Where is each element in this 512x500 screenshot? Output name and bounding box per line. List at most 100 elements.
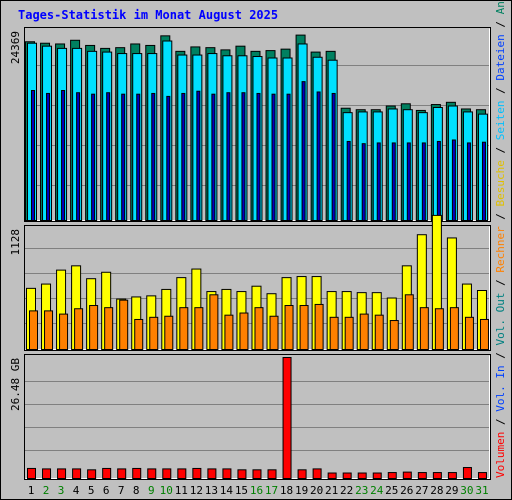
bar-volumen-day-26 [402, 471, 412, 480]
side-legend-part: Rechner [494, 226, 507, 273]
side-legend-part: Anfragen [494, 0, 507, 14]
bar-volumen-day-18 [282, 357, 292, 479]
side-legend-part: Vol. Out [494, 293, 507, 346]
bar-rechner-day-7 [119, 299, 129, 351]
bar-rechner-day-28 [434, 308, 444, 350]
day-label: 12 [190, 484, 203, 497]
bar-volumen-day-24 [372, 472, 382, 479]
bar-volumen-day-13 [207, 468, 217, 480]
chart-title: Tages-Statistik im Monat August 2025 [18, 8, 278, 22]
bar-volumen-day-4 [72, 468, 82, 480]
day-label: 27 [415, 484, 428, 497]
day-label: 25 [385, 484, 398, 497]
bar-seiten-day-13 [211, 93, 216, 221]
bar-volumen-day-5 [87, 469, 97, 479]
bar-seiten-day-29 [451, 139, 456, 221]
bar-seiten-day-2 [46, 92, 51, 221]
day-label: 10 [160, 484, 173, 497]
bar-volumen-day-29 [447, 472, 457, 479]
day-label: 16 [250, 484, 263, 497]
day-label: 6 [103, 484, 110, 497]
bar-volumen-day-30 [462, 467, 472, 480]
bar-seiten-day-17 [271, 93, 276, 221]
chart-panel-2: 1128 [9, 214, 491, 351]
day-label: 1 [28, 484, 35, 497]
bar-seiten-day-6 [106, 92, 111, 221]
bar-rechner-day-14 [224, 314, 234, 351]
bar-rechner-day-24 [374, 314, 384, 351]
day-label: 26 [400, 484, 413, 497]
bar-seiten-day-3 [61, 89, 66, 222]
day-label: 19 [295, 484, 308, 497]
bar-volumen-day-3 [57, 468, 67, 480]
bar-rechner-day-4 [74, 308, 84, 350]
bar-seiten-day-18 [286, 93, 291, 221]
bar-rechner-day-29 [449, 307, 459, 350]
bar-rechner-day-22 [344, 316, 354, 351]
bar-volumen-day-20 [312, 468, 322, 480]
bar-rechner-day-12 [194, 307, 204, 350]
bar-volumen-day-14 [222, 468, 232, 480]
bar-seiten-day-25 [391, 142, 396, 221]
bar-rechner-day-26 [404, 294, 414, 350]
bar-rechner-day-23 [359, 313, 369, 351]
day-label: 30 [460, 484, 473, 497]
day-label: 23 [355, 484, 368, 497]
bar-seiten-day-14 [226, 92, 231, 221]
day-label: 7 [118, 484, 125, 497]
bar-seiten-day-11 [181, 92, 186, 221]
bar-rechner-day-3 [59, 313, 69, 351]
day-label: 17 [265, 484, 278, 497]
bar-volumen-day-9 [147, 468, 157, 480]
bar-rechner-day-8 [134, 318, 144, 350]
side-legend-part: Seiten [494, 100, 507, 140]
bar-seiten-day-10 [166, 95, 171, 221]
bar-volumen-day-17 [267, 469, 277, 479]
bar-seiten-day-15 [241, 92, 246, 221]
bar-rechner-day-27 [419, 307, 429, 350]
bar-seiten-day-16 [256, 92, 261, 221]
chart-panel-3: 26.48 GB [9, 354, 491, 480]
series-seiten [31, 81, 486, 222]
bar-rechner-day-17 [269, 315, 279, 351]
bar-rechner-day-21 [329, 316, 339, 351]
side-legend-part: / [494, 412, 507, 432]
bar-volumen-day-15 [237, 469, 247, 479]
bar-rechner-day-30 [464, 316, 474, 351]
bar-seiten-day-28 [436, 140, 441, 221]
side-legend-part: Vol. In [494, 365, 507, 411]
bar-volumen-day-25 [387, 472, 397, 479]
bar-seiten-day-20 [316, 91, 321, 221]
day-label: 18 [280, 484, 293, 497]
bar-seiten-day-19 [301, 81, 306, 221]
side-legend-part: / [494, 140, 507, 160]
bar-rechner-day-20 [314, 303, 324, 350]
side-legend-part: / [494, 14, 507, 34]
bar-seiten-day-26 [406, 142, 411, 221]
bar-seiten-day-30 [466, 142, 471, 221]
bar-rechner-day-13 [209, 294, 219, 350]
bar-rechner-day-16 [254, 307, 264, 350]
bar-seiten-day-31 [481, 141, 486, 221]
bar-volumen-day-10 [162, 468, 172, 480]
day-label: 28 [430, 484, 443, 497]
bar-seiten-day-5 [91, 93, 96, 221]
bar-volumen-day-28 [432, 472, 442, 479]
side-legend-part: / [494, 273, 507, 293]
bar-volumen-day-8 [132, 467, 142, 480]
bar-rechner-day-2 [44, 310, 54, 350]
side-legend-part: / [494, 206, 507, 226]
bar-seiten-day-9 [151, 92, 156, 221]
day-label: 22 [340, 484, 353, 497]
y-max-label: 24369 [9, 31, 22, 64]
bar-seiten-day-21 [331, 92, 336, 221]
bar-rechner-day-6 [104, 307, 114, 350]
bar-seiten-day-24 [376, 142, 381, 221]
panel-background [24, 354, 491, 480]
bar-rechner-day-5 [89, 305, 99, 350]
day-label: 14 [220, 484, 234, 497]
day-label: 2 [43, 484, 50, 497]
bar-rechner-day-19 [299, 305, 309, 350]
y-max-label: 26.48 GB [9, 358, 22, 411]
bar-rechner-day-25 [389, 320, 399, 350]
